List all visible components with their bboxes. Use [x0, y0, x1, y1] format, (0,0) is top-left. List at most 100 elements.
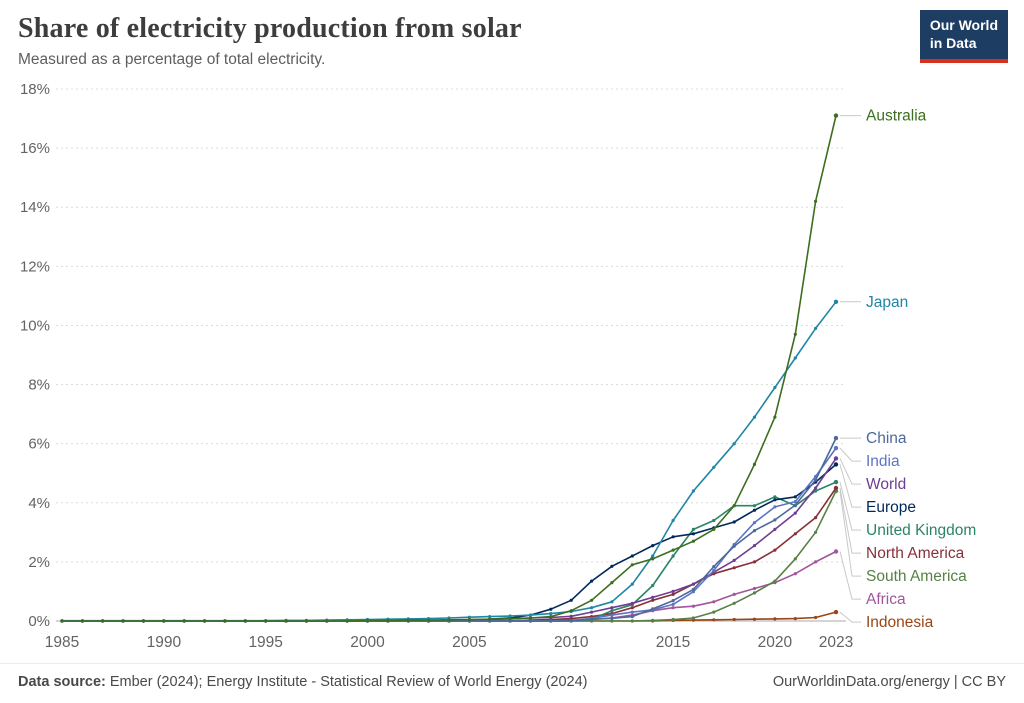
data-point[interactable] [508, 614, 512, 618]
data-point[interactable] [732, 592, 736, 597]
data-point[interactable] [549, 619, 553, 623]
data-point[interactable] [833, 445, 839, 451]
data-point[interactable] [814, 615, 818, 620]
data-point[interactable] [651, 557, 655, 561]
data-point[interactable] [773, 518, 777, 522]
data-point[interactable] [793, 500, 797, 504]
data-point[interactable] [691, 539, 696, 543]
data-point[interactable] [651, 583, 655, 588]
data-point[interactable] [528, 616, 533, 620]
data-point[interactable] [732, 520, 736, 524]
data-point[interactable] [793, 572, 797, 576]
series-label-china[interactable]: China [866, 430, 907, 447]
data-point[interactable] [752, 586, 757, 591]
data-point[interactable] [141, 619, 146, 623]
data-point[interactable] [732, 544, 736, 548]
data-point[interactable] [691, 582, 696, 586]
data-point[interactable] [264, 619, 268, 623]
series-label-africa[interactable]: Africa [866, 591, 906, 608]
data-point[interactable] [243, 619, 247, 623]
data-point[interactable] [651, 544, 655, 548]
data-point[interactable] [60, 619, 64, 623]
data-point[interactable] [651, 595, 655, 600]
data-point[interactable] [833, 299, 839, 304]
data-point[interactable] [467, 615, 471, 619]
data-point[interactable] [712, 465, 716, 469]
data-point[interactable] [691, 616, 696, 620]
series-label-europe[interactable]: Europe [866, 499, 916, 516]
data-point[interactable] [773, 548, 777, 552]
data-point[interactable] [630, 563, 634, 567]
data-point[interactable] [814, 560, 818, 564]
data-point[interactable] [630, 582, 634, 586]
data-point[interactable] [712, 618, 716, 622]
data-point[interactable] [712, 527, 716, 531]
data-point[interactable] [569, 609, 573, 613]
data-point[interactable] [833, 113, 839, 118]
data-point[interactable] [651, 607, 655, 611]
data-point[interactable] [569, 619, 573, 623]
data-point[interactable] [630, 619, 634, 623]
data-point[interactable] [610, 609, 614, 613]
data-point[interactable] [691, 489, 696, 493]
data-point[interactable] [406, 618, 410, 622]
data-point[interactable] [590, 606, 594, 610]
series-label-japan[interactable]: Japan [866, 294, 908, 311]
data-point[interactable] [712, 518, 716, 523]
data-point[interactable] [569, 614, 573, 618]
data-point[interactable] [386, 618, 390, 623]
data-point[interactable] [549, 615, 553, 619]
data-point[interactable] [284, 619, 288, 623]
data-point[interactable] [590, 610, 594, 614]
data-point[interactable] [651, 554, 655, 558]
data-point[interactable] [773, 579, 777, 583]
data-point[interactable] [671, 592, 675, 597]
data-point[interactable] [610, 616, 614, 620]
data-point[interactable] [671, 617, 675, 622]
data-point[interactable] [549, 607, 553, 611]
data-point[interactable] [793, 532, 797, 536]
data-point[interactable] [773, 495, 777, 499]
series-label-india[interactable]: India [866, 453, 900, 470]
data-point[interactable] [427, 618, 431, 622]
data-point[interactable] [488, 617, 492, 621]
data-point[interactable] [671, 602, 675, 607]
data-point[interactable] [712, 610, 716, 614]
data-point[interactable] [833, 479, 839, 485]
data-point[interactable] [610, 619, 614, 623]
data-point[interactable] [691, 604, 696, 608]
data-point[interactable] [732, 442, 736, 446]
data-point[interactable] [793, 332, 797, 336]
series-label-world[interactable]: World [866, 476, 906, 493]
data-point[interactable] [80, 619, 84, 623]
data-point[interactable] [691, 527, 696, 531]
data-point[interactable] [752, 462, 757, 466]
data-point[interactable] [121, 619, 125, 623]
data-point[interactable] [590, 617, 594, 621]
data-point[interactable] [752, 544, 757, 548]
data-point[interactable] [528, 613, 533, 617]
data-point[interactable] [691, 587, 696, 592]
data-point[interactable] [752, 504, 757, 508]
data-point[interactable] [752, 560, 757, 564]
data-point[interactable] [691, 532, 696, 536]
data-point[interactable] [814, 326, 818, 330]
data-point[interactable] [304, 619, 308, 623]
data-point[interactable] [691, 590, 696, 594]
data-point[interactable] [793, 557, 797, 561]
data-point[interactable] [752, 508, 757, 512]
data-point[interactable] [752, 415, 757, 419]
data-point[interactable] [528, 619, 533, 623]
data-point[interactable] [671, 548, 675, 552]
data-point[interactable] [793, 503, 797, 507]
data-point[interactable] [630, 606, 634, 610]
data-point[interactable] [671, 518, 675, 523]
data-point[interactable] [793, 356, 797, 360]
data-point[interactable] [793, 511, 797, 515]
data-point[interactable] [671, 535, 675, 539]
data-point[interactable] [712, 565, 716, 569]
data-point[interactable] [814, 199, 818, 203]
data-point[interactable] [651, 618, 655, 623]
data-point[interactable] [610, 600, 614, 604]
data-point[interactable] [671, 589, 675, 594]
